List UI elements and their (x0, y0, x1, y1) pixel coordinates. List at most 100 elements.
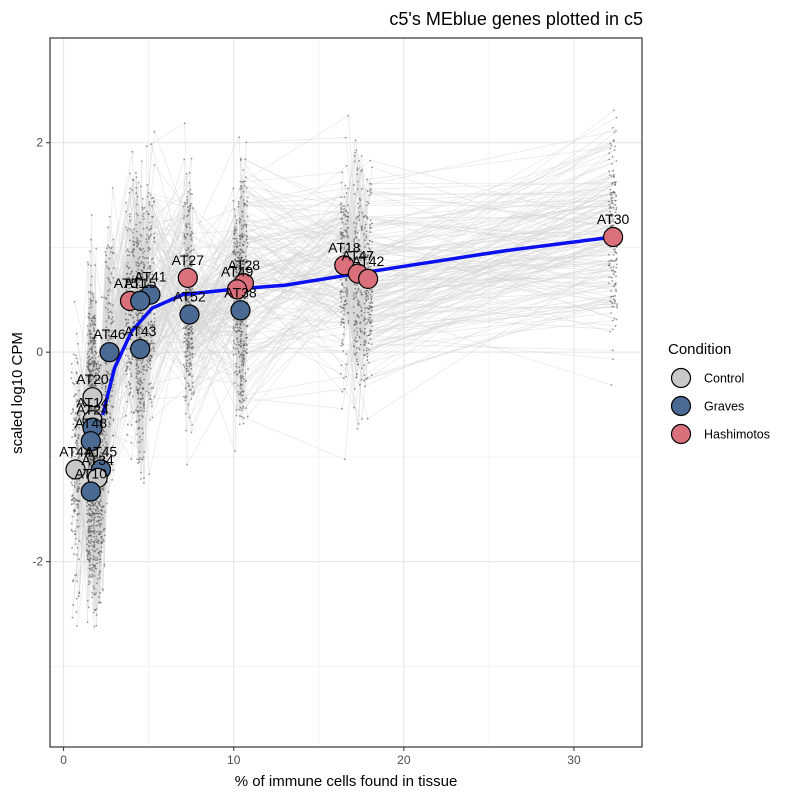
gene-expression-point (100, 500, 102, 502)
gene-expression-point (73, 500, 76, 503)
gene-expression-point (88, 574, 91, 576)
gene-expression-point (612, 266, 615, 268)
gene-expression-point (340, 344, 343, 347)
gene-expression-point (148, 221, 151, 224)
gene-expression-point (358, 211, 361, 214)
gene-expression-point (88, 364, 91, 367)
gene-expression-point (242, 226, 245, 229)
gene-expression-point (615, 259, 617, 262)
gene-expression-point (104, 335, 107, 337)
gene-expression-point (612, 328, 614, 331)
gene-expression-point (92, 566, 94, 569)
gene-expression-point (368, 182, 371, 185)
gene-expression-point (345, 209, 347, 212)
gene-expression-point (149, 382, 152, 385)
gene-expression-point (359, 250, 362, 253)
gene-expression-point (360, 314, 363, 317)
gene-expression-point (239, 335, 242, 338)
gene-expression-point (137, 319, 139, 321)
gene-expression-point (91, 596, 93, 599)
gene-expression-point (235, 271, 238, 274)
gene-expression-point (371, 291, 374, 293)
gene-expression-point (343, 307, 346, 310)
gene-expression-point (235, 228, 238, 231)
gene-expression-point (366, 355, 369, 358)
gene-expression-point (367, 342, 370, 345)
gene-expression-point (140, 409, 143, 412)
gene-expression-point (353, 222, 355, 224)
gene-expression-point (615, 318, 618, 321)
gene-expression-point (371, 325, 373, 327)
gene-expression-point (187, 248, 190, 251)
gene-expression-point (142, 373, 145, 375)
gene-expression-point (182, 217, 185, 220)
gene-expression-point (238, 136, 241, 139)
gene-expression-point (136, 286, 138, 289)
gene-expression-point (108, 302, 111, 304)
gene-expression-point (136, 380, 139, 383)
gene-expression-point (87, 263, 90, 266)
gene-expression-point (609, 188, 612, 191)
gene-expression-point (610, 196, 613, 199)
gene-expression-point (103, 563, 106, 566)
gene-expression-point (93, 519, 96, 522)
gene-expression-point (140, 381, 142, 384)
gene-expression-point (109, 412, 111, 415)
gene-expression-point (364, 214, 367, 217)
gene-expression-point (100, 382, 102, 384)
gene-expression-point (91, 501, 94, 504)
gene-expression-point (90, 347, 92, 350)
gene-expression-point (355, 217, 358, 220)
gene-expression-point (103, 446, 106, 449)
gene-expression-point (353, 154, 356, 157)
gene-expression-point (139, 233, 142, 236)
gene-expression-point (369, 227, 371, 229)
gene-expression-point (106, 265, 108, 268)
gene-expression-point (344, 235, 346, 238)
gene-expression-point (608, 282, 610, 285)
sample-point-at38 (230, 300, 251, 321)
gene-expression-point (105, 376, 108, 379)
gene-expression-point (90, 519, 93, 522)
gene-expression-point (340, 373, 342, 375)
gene-expression-point (71, 436, 73, 438)
gene-expression-point (141, 284, 143, 287)
gene-expression-point (344, 184, 347, 187)
x-tick-label: 30 (567, 753, 581, 767)
gene-expression-point (91, 317, 94, 320)
gene-expression-point (89, 527, 92, 530)
gene-expression-point (192, 207, 194, 210)
gene-expression-point (91, 544, 94, 547)
gene-expression-point (136, 406, 139, 408)
gene-expression-point (368, 348, 370, 351)
gene-expression-point (610, 224, 613, 227)
gene-expression-point (73, 496, 76, 499)
gene-expression-point (73, 353, 75, 356)
gene-expression-point (242, 417, 245, 420)
gene-expression-point (99, 525, 102, 528)
gene-expression-point (109, 372, 112, 375)
gene-expression-point (130, 424, 133, 426)
gene-expression-point (241, 237, 244, 239)
gene-expression-point (359, 253, 362, 255)
gene-expression-point (127, 261, 129, 264)
gene-expression-point (239, 340, 242, 343)
gene-expression-point (78, 482, 81, 485)
gene-expression-point (340, 300, 343, 303)
gene-expression-point (95, 535, 98, 538)
gene-expression-point (358, 219, 361, 222)
gene-expression-point (187, 209, 190, 212)
gene-expression-point (87, 261, 89, 264)
gene-expression-point (139, 478, 142, 480)
gene-expression-point (74, 426, 77, 428)
gene-expression-point (347, 311, 350, 314)
gene-expression-point (128, 287, 131, 290)
gene-expression-point (129, 338, 132, 341)
gene-expression-point (107, 267, 110, 270)
gene-expression-point (96, 562, 98, 565)
gene-expression-point (73, 435, 76, 437)
gene-expression-point (238, 272, 241, 274)
gene-expression-point (94, 357, 97, 360)
gene-expression-point (90, 538, 93, 541)
gene-expression-point (353, 292, 356, 295)
